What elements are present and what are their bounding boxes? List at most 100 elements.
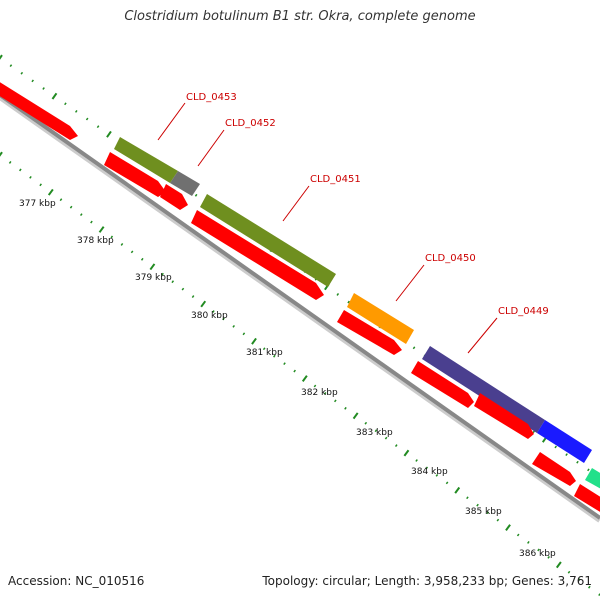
major-tick bbox=[200, 300, 207, 308]
gene-feature-orange[interactable] bbox=[347, 293, 414, 344]
map-title: Clostridium botulinum B1 str. Okra, comp… bbox=[124, 9, 476, 24]
minor-tick bbox=[212, 310, 215, 313]
scale-label: 380 kbp bbox=[191, 311, 228, 321]
gene-feature-red[interactable] bbox=[532, 452, 576, 486]
gene-feature-red[interactable] bbox=[104, 152, 166, 197]
major-tick bbox=[51, 92, 58, 100]
gene-feature-purple[interactable] bbox=[422, 346, 545, 433]
scale-label: 385 kbp bbox=[465, 507, 502, 517]
leader-line-cld-0449 bbox=[467, 317, 498, 354]
major-tick bbox=[0, 54, 3, 60]
minor-tick bbox=[537, 548, 540, 552]
leader-line-cld-0453 bbox=[157, 102, 186, 141]
minor-tick bbox=[486, 511, 490, 515]
minor-tick bbox=[576, 460, 579, 464]
minor-tick bbox=[8, 161, 12, 164]
minor-tick bbox=[347, 300, 350, 304]
minor-tick bbox=[516, 533, 520, 537]
minor-tick bbox=[171, 280, 175, 284]
minor-tick bbox=[39, 183, 42, 187]
gene-feature-red[interactable] bbox=[411, 361, 474, 408]
minor-tick bbox=[79, 213, 83, 217]
minor-tick bbox=[90, 220, 93, 224]
minor-tick bbox=[496, 518, 500, 522]
minor-tick bbox=[194, 193, 198, 197]
minor-tick bbox=[336, 293, 340, 296]
minor-tick bbox=[412, 346, 416, 350]
minor-tick bbox=[222, 317, 225, 321]
minor-tick bbox=[9, 64, 13, 68]
gene-feature-olive[interactable] bbox=[200, 194, 336, 287]
minor-tick bbox=[567, 570, 571, 574]
scale-label: 379 kbp bbox=[135, 273, 172, 283]
scale-label: 384 kbp bbox=[411, 467, 448, 477]
minor-tick bbox=[130, 250, 134, 254]
genome-summary-text: Topology: circular; Length: 3,958,233 bp… bbox=[262, 574, 592, 588]
minor-tick bbox=[384, 436, 388, 440]
minor-tick bbox=[19, 168, 22, 172]
gene-feature-blue[interactable] bbox=[537, 420, 592, 463]
minor-tick bbox=[181, 287, 185, 291]
gene-features bbox=[0, 76, 600, 518]
major-tick bbox=[454, 486, 461, 494]
scale-label: 383 kbp bbox=[356, 428, 393, 438]
minor-tick bbox=[110, 235, 114, 239]
minor-tick bbox=[120, 243, 124, 246]
minor-tick bbox=[394, 444, 398, 448]
minor-tick bbox=[554, 445, 557, 449]
leader-line-cld-0452 bbox=[197, 129, 225, 167]
minor-tick bbox=[283, 362, 286, 366]
minor-tick bbox=[476, 503, 479, 507]
gene-feature-red[interactable] bbox=[474, 393, 534, 439]
gene-feature-olive[interactable] bbox=[114, 137, 178, 183]
minor-tick bbox=[96, 125, 100, 129]
gene-feature-red[interactable] bbox=[160, 184, 188, 210]
gene-label-cld-0452[interactable]: CLD_0452 bbox=[225, 118, 276, 129]
minor-tick bbox=[242, 332, 246, 336]
gene-label-cld-0451[interactable]: CLD_0451 bbox=[310, 174, 361, 185]
major-tick bbox=[106, 130, 112, 138]
major-tick bbox=[0, 151, 3, 157]
gene-feature-teal[interactable] bbox=[585, 468, 600, 494]
minor-tick bbox=[527, 541, 530, 544]
gene-label-leaders bbox=[157, 102, 498, 354]
minor-tick bbox=[435, 473, 439, 477]
major-tick bbox=[251, 337, 257, 345]
minor-tick bbox=[577, 578, 581, 582]
minor-tick bbox=[273, 354, 276, 358]
minor-tick bbox=[42, 87, 45, 90]
gene-feature-red[interactable] bbox=[191, 210, 324, 300]
leader-line-cld-0451 bbox=[282, 185, 310, 222]
minor-tick bbox=[323, 392, 327, 395]
gene-feature-grey[interactable] bbox=[170, 171, 200, 196]
inner-tick-track bbox=[0, 151, 600, 597]
scale-label: 386 kbp bbox=[519, 549, 556, 559]
minor-tick bbox=[565, 453, 568, 457]
major-tick bbox=[403, 449, 410, 457]
minor-tick bbox=[588, 585, 591, 589]
minor-tick bbox=[374, 429, 378, 433]
gene-label-cld-0453[interactable]: CLD_0453 bbox=[186, 92, 237, 103]
minor-tick bbox=[69, 205, 73, 209]
gene-label-cld-0449[interactable]: CLD_0449 bbox=[498, 306, 549, 317]
gene-feature-red[interactable] bbox=[0, 76, 78, 140]
minor-tick bbox=[20, 71, 24, 75]
gene-feature-red[interactable] bbox=[337, 310, 402, 355]
scale-label: 381 kbp bbox=[246, 348, 283, 358]
major-tick bbox=[505, 524, 511, 531]
accession-text: Accession: NC_010516 bbox=[8, 574, 145, 588]
minor-tick bbox=[364, 421, 368, 425]
minor-tick bbox=[64, 102, 67, 106]
gene-label-cld-0450[interactable]: CLD_0450 bbox=[425, 253, 476, 264]
minor-tick bbox=[262, 347, 266, 351]
major-tick bbox=[149, 263, 156, 271]
genome-backbone bbox=[0, 93, 600, 520]
minor-tick bbox=[293, 369, 296, 373]
minor-tick bbox=[587, 468, 590, 472]
major-tick bbox=[98, 226, 105, 233]
minor-tick bbox=[31, 79, 34, 83]
minor-tick bbox=[74, 109, 78, 113]
minor-tick bbox=[85, 117, 89, 121]
gene-feature-red[interactable] bbox=[574, 484, 600, 518]
